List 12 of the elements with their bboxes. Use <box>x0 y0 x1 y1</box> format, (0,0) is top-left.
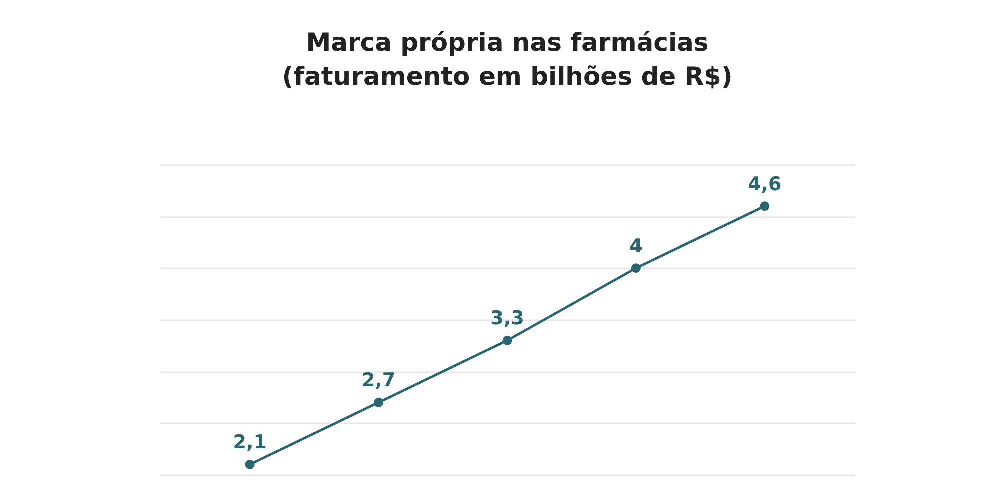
data-label: 4,6 <box>748 173 782 196</box>
point <box>631 264 641 274</box>
data-label: 2,7 <box>362 370 396 392</box>
data-label: 2,1 <box>233 432 267 454</box>
data-label: 3,3 <box>490 308 524 330</box>
point <box>245 460 255 470</box>
text: (faturamento em bilhões de R$) <box>282 62 733 91</box>
data-label: 4 <box>630 235 643 258</box>
point <box>374 398 384 408</box>
point <box>502 336 512 346</box>
text: Marca própria nas farmácias <box>306 28 709 57</box>
point <box>760 202 770 212</box>
